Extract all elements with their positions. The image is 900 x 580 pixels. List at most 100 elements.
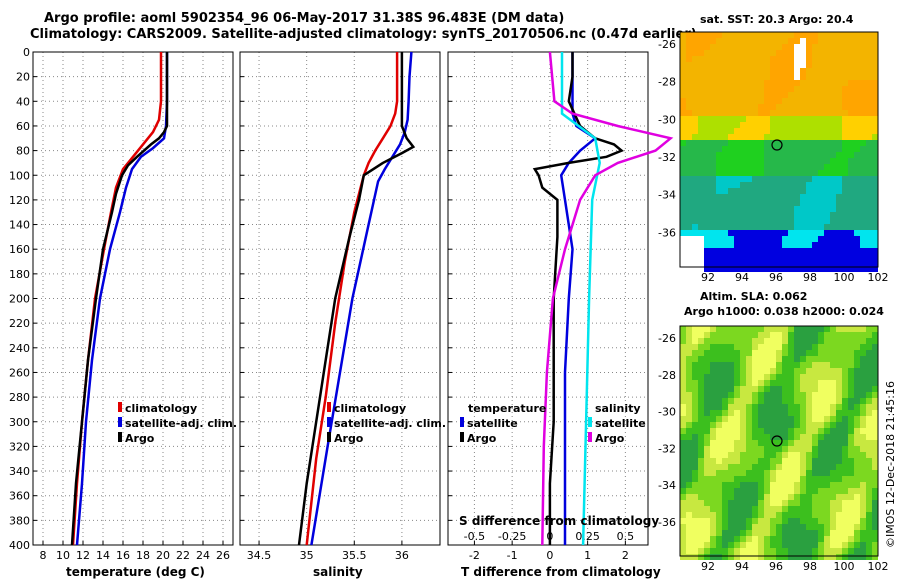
map-cell bbox=[812, 194, 818, 200]
map-cell bbox=[740, 50, 746, 56]
map-cell bbox=[848, 386, 854, 392]
map-y-label: -28 bbox=[658, 369, 676, 382]
map-cell bbox=[746, 140, 752, 146]
map-cell bbox=[686, 170, 692, 176]
map-cell bbox=[830, 122, 836, 128]
map-cell bbox=[776, 92, 782, 98]
map-cell bbox=[794, 38, 800, 44]
map-cell bbox=[830, 428, 836, 434]
map-cell bbox=[836, 242, 842, 248]
map-cell bbox=[836, 356, 842, 362]
map-cell bbox=[836, 86, 842, 92]
y-tick-label: 260 bbox=[9, 366, 30, 379]
map-cell bbox=[794, 374, 800, 380]
map-cell bbox=[698, 140, 704, 146]
map-cell bbox=[860, 464, 866, 470]
map-cell bbox=[698, 68, 704, 74]
map-cell bbox=[722, 530, 728, 536]
map-cell bbox=[782, 170, 788, 176]
map-cell bbox=[872, 86, 878, 92]
map-cell bbox=[842, 536, 848, 542]
map-cell bbox=[752, 200, 758, 206]
map-cell bbox=[764, 74, 770, 80]
map-cell bbox=[848, 458, 854, 464]
map-cell bbox=[770, 464, 776, 470]
map-cell bbox=[806, 170, 812, 176]
map-cell bbox=[848, 506, 854, 512]
map-cell bbox=[818, 542, 824, 548]
map-cell bbox=[782, 86, 788, 92]
map-cell bbox=[800, 104, 806, 110]
map-cell bbox=[686, 506, 692, 512]
map-cell bbox=[806, 266, 812, 272]
map-cell bbox=[698, 446, 704, 452]
map-cell bbox=[836, 470, 842, 476]
map-cell bbox=[752, 356, 758, 362]
map-cell bbox=[758, 512, 764, 518]
map-cell bbox=[860, 410, 866, 416]
map-cell bbox=[746, 182, 752, 188]
map-cell bbox=[866, 542, 872, 548]
map-cell bbox=[722, 104, 728, 110]
map-cell bbox=[836, 188, 842, 194]
map-cell bbox=[704, 542, 710, 548]
map-cell bbox=[818, 194, 824, 200]
map-cell bbox=[824, 470, 830, 476]
map-cell bbox=[746, 170, 752, 176]
map-cell bbox=[854, 254, 860, 260]
map-cell bbox=[794, 548, 800, 554]
map-cell bbox=[866, 338, 872, 344]
map-cell bbox=[830, 452, 836, 458]
map-cell bbox=[842, 128, 848, 134]
map-cell bbox=[830, 554, 836, 560]
map-cell bbox=[686, 356, 692, 362]
map-cell bbox=[704, 356, 710, 362]
map-cell bbox=[860, 374, 866, 380]
map-cell bbox=[770, 74, 776, 80]
map-cell bbox=[728, 458, 734, 464]
map-cell bbox=[818, 200, 824, 206]
x-tick-label: -2 bbox=[469, 549, 480, 562]
map-cell bbox=[812, 380, 818, 386]
map-cell bbox=[866, 128, 872, 134]
map-cell bbox=[764, 542, 770, 548]
map-cell bbox=[854, 326, 860, 332]
map-cell bbox=[824, 494, 830, 500]
map-cell bbox=[692, 146, 698, 152]
map-x-label: 98 bbox=[803, 271, 817, 284]
map-cell bbox=[776, 350, 782, 356]
map-cell bbox=[752, 422, 758, 428]
map-cell bbox=[758, 464, 764, 470]
map-cell bbox=[842, 380, 848, 386]
map-cell bbox=[704, 500, 710, 506]
map-cell bbox=[770, 488, 776, 494]
map-cell bbox=[746, 470, 752, 476]
map-cell bbox=[692, 62, 698, 68]
map-cell bbox=[848, 152, 854, 158]
map-cell bbox=[698, 62, 704, 68]
map-frame bbox=[679, 325, 879, 557]
map-cell bbox=[854, 134, 860, 140]
map-cell bbox=[746, 188, 752, 194]
map-cell bbox=[824, 404, 830, 410]
map-cell bbox=[728, 470, 734, 476]
map-cell bbox=[722, 194, 728, 200]
map-cell bbox=[728, 200, 734, 206]
map-cell bbox=[710, 44, 716, 50]
map-cell bbox=[692, 176, 698, 182]
map-cell bbox=[830, 56, 836, 62]
map-cell bbox=[686, 344, 692, 350]
map-cell bbox=[830, 422, 836, 428]
map-cell bbox=[722, 452, 728, 458]
map-cell bbox=[764, 32, 770, 38]
map-cell bbox=[746, 158, 752, 164]
map-cell bbox=[788, 182, 794, 188]
map-cell bbox=[716, 224, 722, 230]
map-cell bbox=[866, 62, 872, 68]
map-cell bbox=[716, 500, 722, 506]
map-cell bbox=[860, 260, 866, 266]
map-cell bbox=[806, 98, 812, 104]
map-cell bbox=[818, 266, 824, 272]
map-cell bbox=[704, 164, 710, 170]
map-cell bbox=[758, 356, 764, 362]
